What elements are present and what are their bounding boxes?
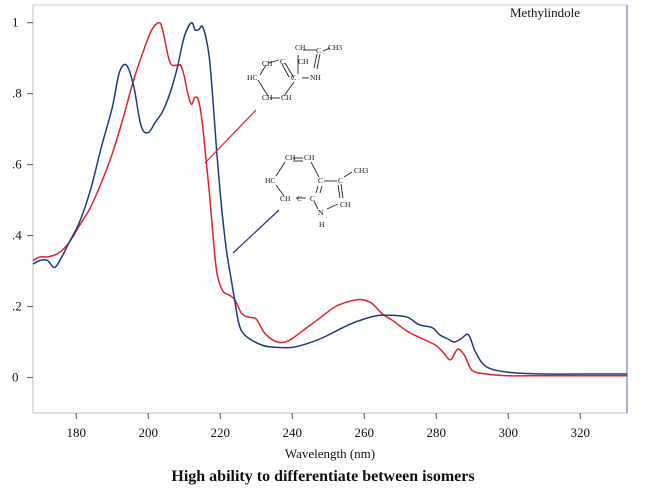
struct3-atom-h: H [319,220,325,229]
struct3-atom-c-bridge-1: C [297,194,302,203]
struct2-atom-c-top: C [280,57,285,66]
series-line-2-methylindole [32,21,627,377]
y-ticks: 1 .8 .6 .4 .2 0 [12,15,33,385]
leader-line-2-methyl [204,109,257,164]
x-tick-label: 240 [282,425,302,440]
struct3-atom-ch-3: CH [280,194,291,203]
y-tick-label: 1 [12,15,19,30]
x-tick-label: 260 [354,425,374,440]
struct2-atom-ch-bottom-right: CH [281,93,292,102]
struct3-atom-c-ring: C [318,176,323,185]
struct3-atom-c-bridge-2: C [310,194,315,203]
x-tick-label: 320 [570,425,590,440]
x-tick-label: 200 [138,425,158,440]
x-ticks: 180 200 220 240 260 280 300 320 [66,413,590,440]
chart-title: Methylindole [510,5,581,20]
series-line-3-methylindole [32,21,628,375]
struct2-atom-c-methyl: C [316,46,321,55]
x-axis-label: Wavelength (nm) [285,446,375,461]
struct3-atom-c-methyl: C [338,176,343,185]
struct2-atom-ch-ring: CH [295,43,306,52]
struct2-atom-hc: HC [247,73,257,82]
struct2-atom-ch-mid: CH [298,57,309,66]
struct2-atom-ch3: CH3 [328,43,342,52]
y-tick-label: 0 [12,370,19,385]
struct2-atom-c-bridge: C [291,73,296,82]
structure-2-methylindole: CH C CH C CH3 HC NH CH C CH CH [247,43,342,102]
y-tick-label: .6 [12,157,22,172]
y-tick-label: .2 [12,299,22,314]
struct3-atom-ch-5: CH [340,200,351,209]
struct2-atom-ch-top: CH [262,59,273,68]
leader-line-3-methyl [232,209,280,254]
series-layer [32,21,628,377]
struct3-atom-hc: HC [265,176,275,185]
x-tick-label: 180 [66,425,86,440]
struct2-atom-nh: NH [310,73,321,82]
struct3-atom-ch-1: CH [285,153,296,162]
y-tick-label: .4 [12,228,22,243]
figure-caption: High ability to differentiate between is… [171,468,475,485]
x-tick-label: 300 [498,425,518,440]
x-tick-label: 280 [426,425,446,440]
struct2-atom-ch-bottom: CH [262,93,273,102]
structure-3-methylindole: CH CH HC C C CH3 CH C C CH N H [265,153,368,229]
struct3-atom-ch-2: CH [304,153,315,162]
x-tick-label: 220 [210,425,230,440]
struct3-atom-ch3: CH3 [354,166,368,175]
struct3-atom-n: N [318,208,324,217]
y-tick-label: .8 [12,86,22,101]
